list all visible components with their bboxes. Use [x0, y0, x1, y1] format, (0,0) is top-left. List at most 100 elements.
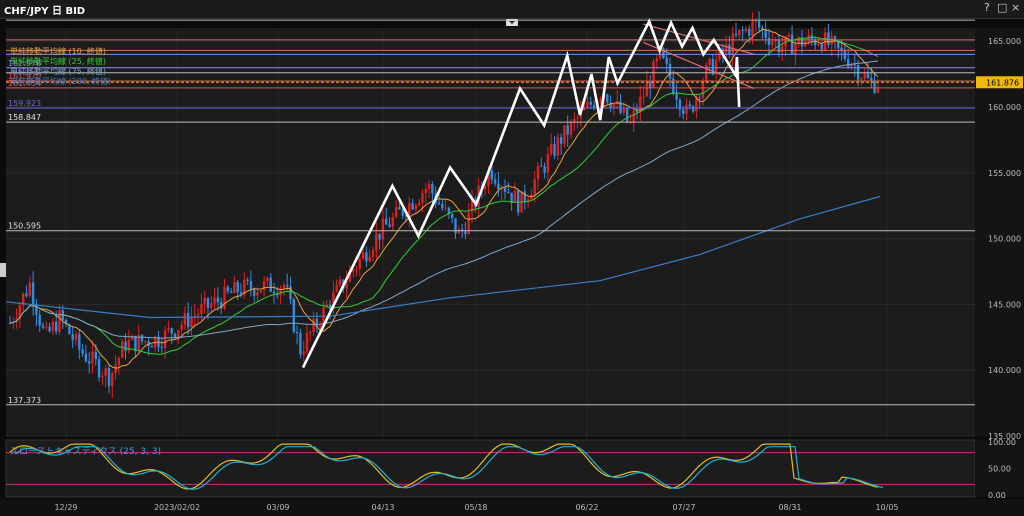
maximize-icon[interactable]: □: [997, 1, 1008, 14]
candle-body: [355, 268, 358, 271]
candle-body: [830, 36, 833, 45]
candle-body: [213, 297, 216, 304]
candle-body: [325, 304, 328, 308]
candle-body: [764, 29, 767, 39]
candle-body: [378, 233, 381, 240]
candle-body: [210, 303, 213, 308]
title-bar: CHF/JPY 日 BID ? □ ×: [0, 0, 1024, 19]
y-tick-label-1: 140.000: [988, 366, 1021, 375]
candle-body: [741, 30, 744, 32]
candle-body: [625, 108, 629, 122]
candle-body: [451, 213, 454, 219]
candle-body: [111, 372, 114, 387]
candle-body: [513, 190, 517, 203]
candle-body: [553, 144, 556, 156]
candle-body: [695, 97, 698, 112]
candle-body: [569, 121, 573, 135]
candle-body: [540, 165, 543, 167]
candle-body: [292, 299, 295, 332]
candle-body: [74, 334, 78, 341]
candle-body: [408, 203, 411, 217]
hline-label-10: 150.595: [8, 222, 41, 231]
candle-body: [319, 325, 322, 327]
candle-body: [682, 109, 685, 115]
side-panel-handle[interactable]: [0, 263, 6, 277]
candle-body: [441, 203, 444, 209]
candle-body: [711, 58, 715, 75]
candle-body: [731, 33, 734, 56]
candle-body: [262, 281, 266, 291]
candle-body: [239, 292, 243, 295]
candle-body: [299, 333, 302, 355]
candle-body: [246, 279, 249, 281]
candle-body: [25, 293, 28, 296]
y-tick-label-3: 150.000: [988, 235, 1021, 244]
candle-body: [163, 330, 167, 348]
candle-body: [203, 298, 206, 305]
candle-body: [728, 44, 731, 56]
current-price-badge: [976, 76, 1023, 89]
candle-body: [873, 80, 876, 93]
help-icon[interactable]: ?: [984, 1, 990, 14]
candle-body: [48, 326, 51, 332]
candle-body: [797, 37, 800, 45]
close-icon[interactable]: ×: [1011, 1, 1021, 14]
candle-body: [414, 205, 418, 210]
candle-body: [223, 286, 226, 309]
candle-body: [500, 187, 503, 190]
candle-body: [385, 218, 388, 225]
candle-body: [229, 291, 233, 293]
candle-body: [361, 252, 365, 259]
candle-body: [635, 110, 639, 113]
candle-body: [708, 58, 711, 65]
wave-overlay: [301, 18, 741, 369]
stoch-axis-background: [975, 440, 1024, 497]
candle-body: [484, 186, 487, 189]
candle-body: [738, 30, 741, 36]
candle-body: [338, 279, 342, 285]
candle-body: [391, 216, 394, 227]
candle-body: [790, 34, 794, 55]
price-axis: 135.000 140.000 145.000 150.000 155.000 160.0…: [976, 37, 1023, 441]
window-title: CHF/JPY 日 BID: [4, 6, 86, 17]
candle-body: [418, 202, 421, 206]
plot-background: [6, 28, 975, 436]
candle-body: [81, 349, 84, 354]
candle-body: [196, 314, 200, 316]
candle-body: [8, 322, 12, 324]
candle-body: [180, 324, 183, 331]
current-price-label: 161.876: [986, 78, 1019, 87]
y-tick-label-0: 135.000: [988, 432, 1021, 441]
candle-body: [421, 193, 424, 203]
y-tick-label-5: 160.000: [988, 103, 1021, 112]
candle-body: [41, 325, 45, 328]
candle-body: [375, 233, 378, 251]
candle-body: [705, 64, 708, 83]
candle-body: [734, 33, 738, 36]
moving-averages: [5, 28, 881, 369]
candle-body: [583, 107, 586, 111]
x-tick-label-2: 03/09: [266, 503, 289, 512]
candle-body: [55, 321, 58, 332]
candle-body: [150, 346, 154, 348]
candle-body: [388, 224, 391, 227]
stoch-label: スローストキャスティクス (25, 3, 3): [10, 446, 161, 457]
candle-body: [559, 137, 563, 144]
candle-body: [328, 304, 332, 310]
candle-body: [160, 347, 163, 349]
collapse-toggle-icon[interactable]: [506, 19, 518, 26]
candle-body: [302, 351, 305, 355]
candle-body: [266, 277, 269, 282]
candle-body: [870, 77, 873, 81]
candle-body: [177, 330, 180, 338]
candle-body: [88, 361, 91, 364]
candle-body: [761, 27, 764, 30]
candle-body: [147, 341, 150, 347]
candle-body: [454, 218, 457, 234]
candle-body: [622, 108, 625, 113]
candle-body: [91, 351, 94, 364]
candle-body: [510, 192, 513, 203]
x-tick-label-8: 10/05: [875, 503, 898, 512]
